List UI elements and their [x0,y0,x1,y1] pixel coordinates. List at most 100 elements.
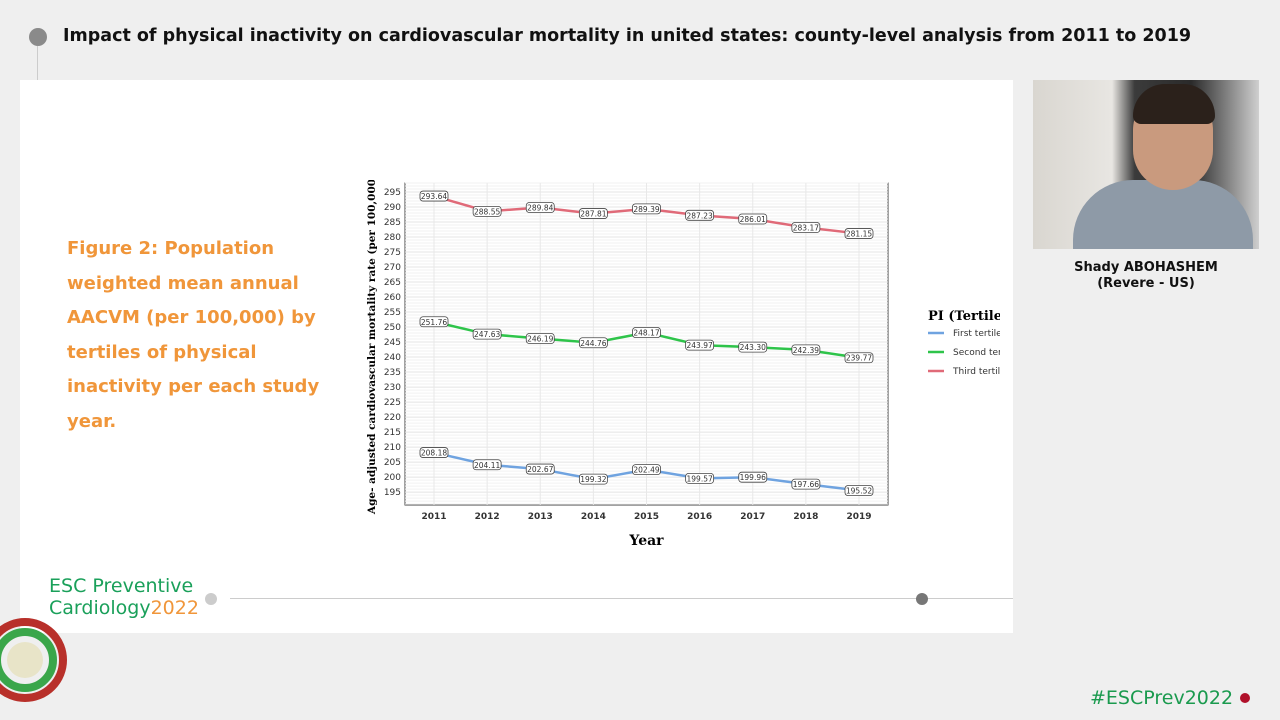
page-title: Impact of physical inactivity on cardiov… [63,26,1192,46]
figure-caption: Figure 2: Population weighted mean annua… [67,238,320,432]
data-label: 251.76 [421,318,447,327]
esc-logo: ESC Preventive Cardiology2022 [49,575,199,619]
data-label: 199.96 [740,473,766,482]
hashtag: #ESCPrev2022 [1090,687,1234,709]
data-label: 243.30 [740,343,766,352]
data-label-box [632,203,661,215]
data-label-box [844,485,874,496]
data-label-box [472,205,502,217]
y-tick-label: 205 [384,458,401,468]
line-chart: 2011 2012 2013 2014 2015 2016 2017 2018 2019 195 2… [366,180,1000,549]
data-label-box [844,228,874,239]
y-tick-label: 255 [384,308,401,318]
data-label: 243.97 [687,341,713,350]
slide-divider [230,598,1013,599]
x-tick-label: 2018 [793,512,818,522]
speaker-name: Shady ABOHASHEM [1074,260,1218,275]
data-label-box [632,327,661,338]
header-dot [29,28,47,46]
y-tick-label: 225 [384,398,401,408]
legend-label: Second tertile [953,348,1000,358]
data-label: 202.49 [633,466,659,475]
data-label: 242.39 [793,346,819,355]
data-label: 239.77 [846,354,872,363]
data-label-box [632,464,661,476]
x-axis-label: Year [628,533,664,549]
x-tick-label: 2015 [634,512,659,522]
data-label: 286.01 [740,215,766,224]
logo-line2: Cardiology [49,597,151,619]
data-label: 248.17 [633,329,659,338]
y-tick-label: 280 [384,233,401,243]
data-label-box [472,328,502,340]
x-tick-label: 2016 [687,512,712,522]
y-tick-label: 215 [384,428,401,438]
y-tick-label: 290 [384,203,401,213]
y-tick-label: 195 [384,488,401,498]
speaker-affiliation: (Revere - US) [1097,276,1195,291]
data-label-box [685,209,715,221]
data-label-box [472,459,502,471]
divider-dot [205,593,217,605]
y-tick-label: 200 [384,473,401,483]
y-tick-label: 260 [384,293,401,303]
speaker-label: Shady ABOHASHEM (Revere - US) [1033,260,1259,292]
data-label-box [419,190,449,202]
data-label-box [791,478,821,490]
data-label: 287.23 [687,211,713,220]
data-label-box [578,337,608,349]
x-tick-label: 2013 [528,512,553,522]
slide: Figure 2: Population weighted mean annua… [20,80,1013,633]
data-label-box [578,208,608,219]
speaker-video [1033,80,1259,249]
data-label-box [525,333,555,344]
red-dot [1240,693,1250,703]
data-label: 246.19 [527,334,553,343]
y-tick-label: 230 [384,383,401,393]
data-label: 202.67 [527,465,553,474]
data-label: 287.81 [580,210,606,219]
x-tick-label: 2012 [475,512,500,522]
data-label: 195.52 [846,487,872,496]
legend-label: First tertile [953,329,1000,339]
y-tick-label: 285 [384,218,401,228]
data-label: 293.64 [421,192,447,201]
x-tick-label: 2011 [421,512,446,522]
y-tick-label: 265 [384,278,401,288]
data-label: 197.66 [793,480,819,489]
data-label-box [419,447,449,458]
data-label-box [525,202,555,213]
legend-title: PI (Tertiles) [928,309,1000,324]
legend-label: Third tertile [952,367,1000,377]
data-label-box [685,339,715,351]
data-label-box [844,352,874,364]
data-label: 204.11 [474,461,500,470]
data-label-box [578,473,608,485]
data-label: 281.15 [846,230,872,239]
logo-year: 2022 [150,597,199,619]
data-label: 283.17 [793,224,819,233]
data-label: 199.57 [687,474,713,483]
data-label: 208.18 [421,449,447,458]
data-label: 288.55 [474,207,500,216]
y-tick-label: 235 [384,368,401,378]
x-tick-label: 2019 [846,512,871,522]
y-tick-label: 295 [384,188,401,198]
data-label-box [791,344,821,356]
data-label-box [738,471,768,483]
data-label-box [791,222,821,233]
data-label: 289.84 [527,203,553,212]
x-tick-label: 2014 [581,512,606,522]
logo-line1: ESC Preventive [49,575,194,597]
y-tick-label: 240 [384,353,401,363]
data-label-box [738,213,768,225]
y-tick-label: 270 [384,263,401,273]
esc-emblem-icon [0,618,67,702]
x-tick-label: 2017 [740,512,765,522]
y-tick-label: 245 [384,338,401,348]
y-tick-label: 210 [384,443,401,453]
y-tick-label: 220 [384,413,401,423]
data-label-box [419,316,449,328]
data-label-box [738,341,768,353]
data-label-box [685,472,715,484]
